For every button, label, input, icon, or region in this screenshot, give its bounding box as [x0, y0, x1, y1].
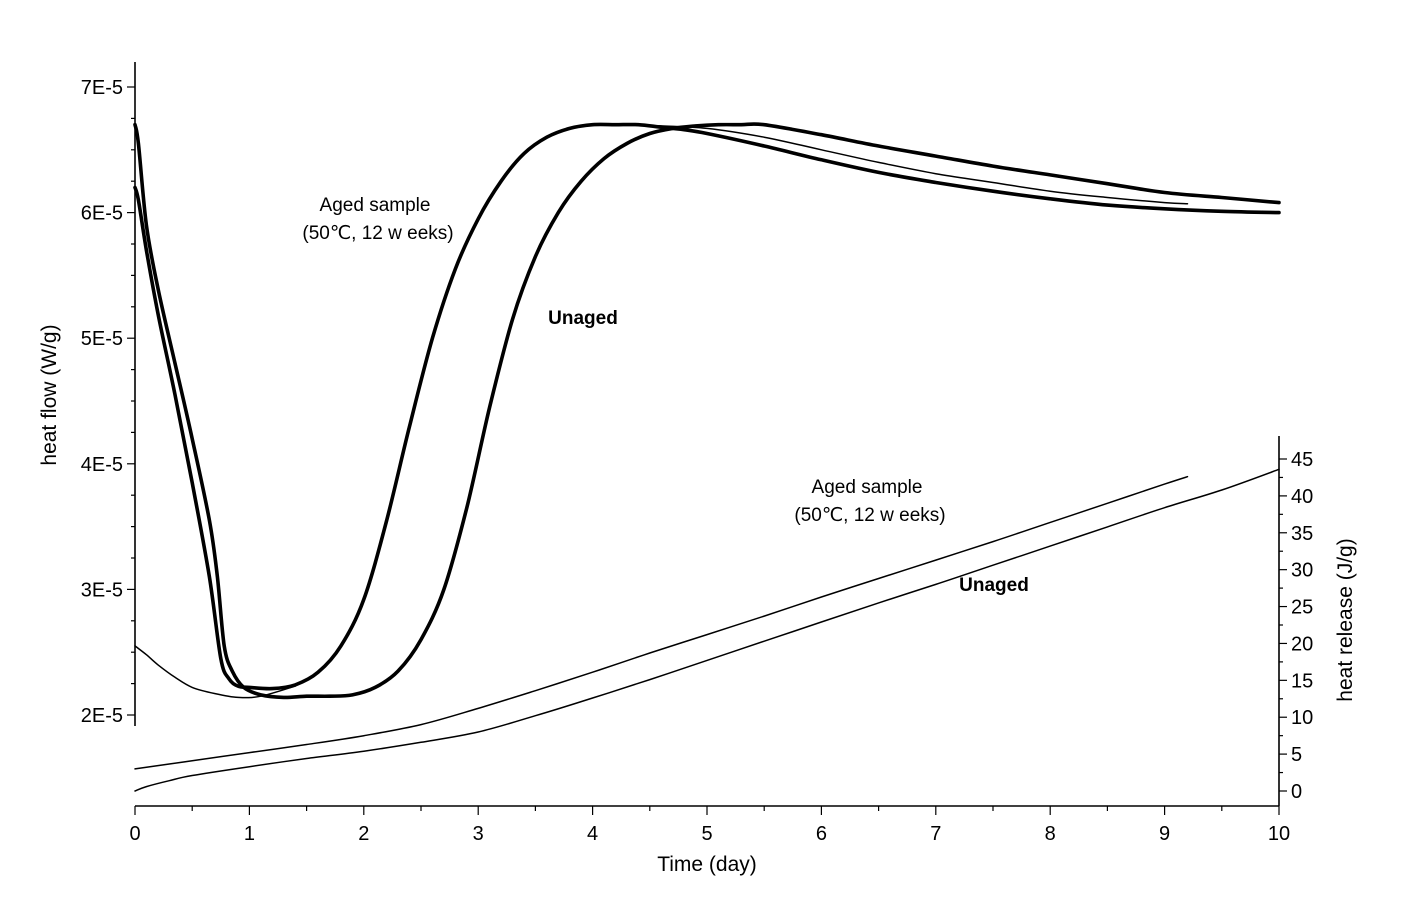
series-aged-sample-heat-flow-thin [614, 123, 1189, 205]
series-aged-sample-heat-release [134, 475, 1189, 770]
left-y-tick-label: 7E-5 [81, 77, 123, 99]
x-tick-label: 3 [473, 823, 484, 845]
right-y-tick-label: 30 [1291, 560, 1313, 582]
tick-labels: 0 1 2 3 4 5 6 7 8 9 102E-53E-54E-55E-56E-57E-50510… [81, 77, 1314, 845]
x-tick-label: 6 [816, 823, 827, 845]
right-y-axis-title: heat release (J/g) [1334, 538, 1357, 701]
right-y-tick-label: 40 [1291, 486, 1313, 508]
x-tick-label: 0 [129, 823, 140, 845]
right-y-tick-label: 10 [1291, 707, 1313, 729]
x-tick-label: 5 [701, 823, 712, 845]
x-tick-label: 4 [587, 823, 598, 845]
right-y-tick-label: 0 [1291, 781, 1302, 803]
series-unaged-heat-flow [133, 122, 1281, 700]
heatflow-aged-condition: (50℃, 12 w eeks) [302, 223, 453, 244]
right-y-tick-label: 25 [1291, 597, 1313, 619]
left-y-tick-label: 4E-5 [81, 454, 123, 476]
right-y-tick-label: 15 [1291, 670, 1313, 692]
x-tick-label: 2 [358, 823, 369, 845]
left-y-tick-label: 2E-5 [81, 705, 123, 727]
release-unaged-label: Unaged [959, 575, 1029, 596]
x-tick-label: 10 [1268, 823, 1290, 845]
x-tick-label: 7 [930, 823, 941, 845]
right-y-tick-label: 35 [1291, 523, 1313, 545]
left-y-tick-label: 5E-5 [81, 328, 123, 350]
x-tick-label: 1 [244, 823, 255, 845]
left-y-tick-label: 6E-5 [81, 203, 123, 225]
series-aged-sample-heat-flow [133, 122, 1281, 691]
release-aged-label: Aged sample [812, 477, 923, 498]
x-tick-label: 8 [1045, 823, 1056, 845]
release-aged-condition: (50℃, 12 w eeks) [794, 505, 945, 526]
heatflow-aged-label: Aged sample [320, 195, 431, 216]
x-axis-title: Time (day) [657, 853, 757, 876]
left-y-tick-label: 3E-5 [81, 579, 123, 601]
x-tick-label: 9 [1159, 823, 1170, 845]
left-y-axis-title: heat flow (W/g) [38, 324, 61, 465]
right-y-tick-label: 20 [1291, 633, 1313, 655]
series-layer [133, 122, 1281, 792]
right-y-tick-label: 45 [1291, 449, 1313, 471]
ticks [127, 86, 1287, 815]
series-unaged-heat-release [134, 468, 1280, 792]
right-y-tick-label: 5 [1291, 744, 1302, 766]
heatflow-unaged-label: Unaged [548, 308, 618, 329]
series-initial-heat-flow-baseline [134, 645, 296, 699]
